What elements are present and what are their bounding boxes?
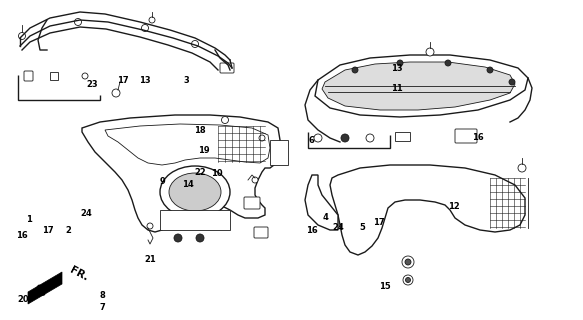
Text: 11: 11 [391, 84, 402, 93]
Text: 16: 16 [472, 133, 484, 142]
Circle shape [509, 79, 515, 85]
Circle shape [341, 134, 349, 142]
Polygon shape [322, 62, 515, 110]
Text: 1: 1 [26, 215, 32, 224]
Text: 14: 14 [182, 180, 194, 188]
Circle shape [147, 223, 153, 229]
Text: 13: 13 [139, 76, 150, 85]
Text: 24: 24 [332, 223, 344, 232]
Text: 10: 10 [211, 169, 223, 178]
Polygon shape [105, 124, 270, 165]
Text: 16: 16 [306, 226, 318, 235]
Circle shape [112, 89, 120, 97]
FancyBboxPatch shape [24, 71, 33, 81]
Polygon shape [28, 272, 62, 304]
Circle shape [196, 234, 204, 242]
Text: 19: 19 [198, 146, 210, 155]
Text: 20: 20 [17, 295, 29, 304]
Circle shape [142, 25, 149, 31]
Circle shape [397, 60, 403, 66]
Circle shape [314, 134, 322, 142]
Polygon shape [82, 115, 280, 232]
Circle shape [252, 177, 258, 183]
FancyBboxPatch shape [455, 129, 477, 143]
Text: 15: 15 [379, 282, 391, 291]
Circle shape [426, 48, 434, 56]
Circle shape [403, 275, 413, 285]
Text: 8: 8 [99, 292, 105, 300]
Circle shape [174, 234, 182, 242]
FancyBboxPatch shape [254, 227, 268, 238]
Circle shape [75, 19, 82, 26]
Text: 12: 12 [448, 202, 459, 211]
FancyBboxPatch shape [160, 210, 230, 230]
Text: FR.: FR. [68, 265, 90, 283]
Text: 18: 18 [194, 126, 205, 135]
Text: 7: 7 [99, 303, 105, 312]
Polygon shape [315, 55, 528, 117]
Text: 24: 24 [80, 209, 92, 218]
Circle shape [366, 134, 374, 142]
Ellipse shape [169, 173, 221, 211]
Circle shape [405, 259, 411, 265]
Text: 2: 2 [66, 226, 72, 235]
Circle shape [445, 60, 451, 66]
Text: 21: 21 [145, 255, 156, 264]
Circle shape [406, 277, 410, 283]
Circle shape [19, 33, 26, 39]
Text: 3: 3 [184, 76, 189, 85]
Text: 17: 17 [117, 76, 128, 85]
Circle shape [191, 41, 198, 47]
FancyBboxPatch shape [270, 140, 288, 165]
FancyBboxPatch shape [50, 72, 58, 80]
Text: 17: 17 [373, 218, 385, 227]
Circle shape [259, 135, 265, 141]
Polygon shape [305, 175, 338, 230]
Circle shape [222, 116, 229, 124]
Text: 17: 17 [42, 226, 54, 235]
FancyBboxPatch shape [244, 197, 260, 209]
Text: 5: 5 [360, 223, 366, 232]
FancyBboxPatch shape [395, 132, 410, 141]
Circle shape [82, 73, 88, 79]
Circle shape [352, 67, 358, 73]
Circle shape [518, 164, 526, 172]
Text: 22: 22 [195, 168, 206, 177]
Text: 4: 4 [322, 213, 328, 222]
Circle shape [402, 256, 414, 268]
Ellipse shape [160, 166, 230, 218]
FancyBboxPatch shape [220, 63, 234, 73]
Text: 23: 23 [86, 80, 98, 89]
Circle shape [487, 67, 493, 73]
Text: 9: 9 [159, 177, 165, 186]
Circle shape [149, 17, 155, 23]
Text: 16: 16 [16, 231, 28, 240]
Polygon shape [330, 165, 525, 255]
Text: 6: 6 [309, 136, 315, 145]
Text: 13: 13 [391, 64, 402, 73]
